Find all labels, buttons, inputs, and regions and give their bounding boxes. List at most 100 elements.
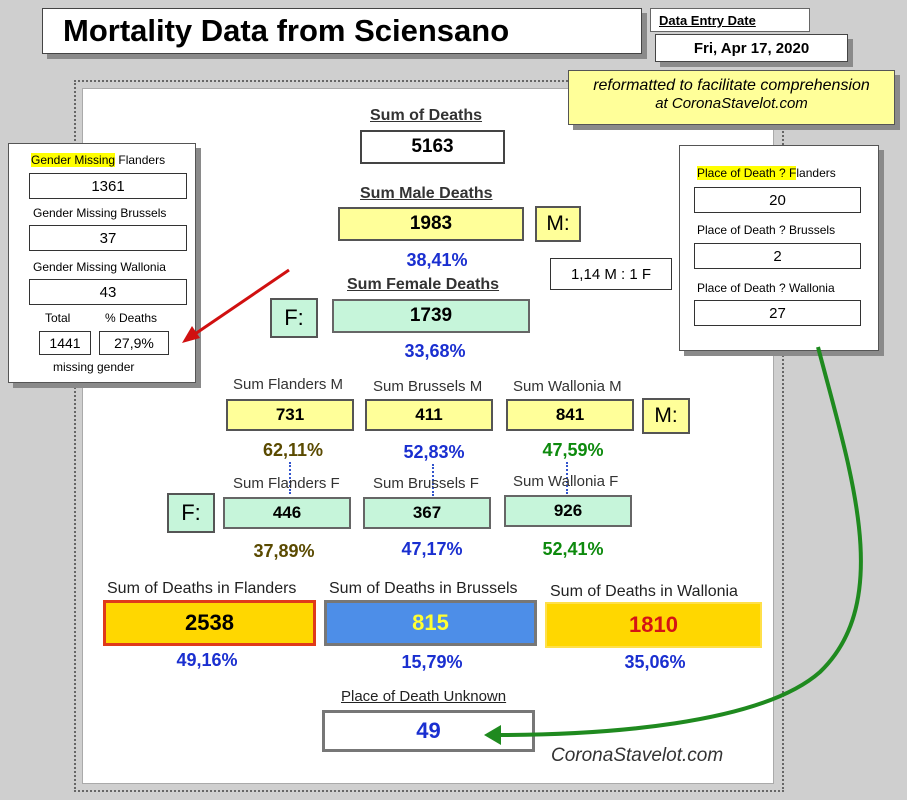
brussels-total-pct: 15,79% <box>401 652 463 672</box>
brussels-m-value: 411 <box>415 405 443 424</box>
flanders-total-box: 2538 <box>103 600 316 646</box>
brussels-f-pct: 47,17% <box>401 539 463 559</box>
note-line-2: at CoronaStavelot.com <box>655 95 808 112</box>
sum-deaths-label: Sum of Deaths <box>370 107 483 124</box>
wallonia-m-pct: 47,59% <box>542 440 604 460</box>
wallonia-f-pct: 52,41% <box>542 539 604 559</box>
male-label: Sum Male Deaths <box>360 185 493 202</box>
gm-footer: missing gender <box>53 360 135 374</box>
female-pct: 33,68% <box>404 341 466 361</box>
gm-total-box: 1441 <box>39 331 91 355</box>
wallonia-f-label: Sum Wallonia F <box>513 473 619 490</box>
pu-flanders-value: 20 <box>769 191 786 209</box>
brussels-total-label: Sum of Deaths in Brussels <box>329 580 518 597</box>
connector-brussels <box>432 464 434 496</box>
gm-pct-value: 27,9% <box>114 335 154 351</box>
regional-male-tag: M: <box>654 404 678 427</box>
flanders-f-box: 446 <box>223 497 351 529</box>
wallonia-m-label: Sum Wallonia M <box>513 378 622 395</box>
ratio-box: 1,14 M : 1 F <box>550 258 672 290</box>
wallonia-f-value: 926 <box>553 501 583 520</box>
gm-wallonia-value: 43 <box>99 283 117 301</box>
wallonia-total-value: 1810 <box>629 612 678 637</box>
male-tag-box: M: <box>535 206 581 242</box>
pu-flanders-label: Place of Death ? Flanders <box>697 166 836 180</box>
connector-flanders <box>289 462 291 494</box>
watermark: CoronaStavelot.com <box>551 745 724 766</box>
sum-deaths-value: 5163 <box>411 136 454 157</box>
pu-flanders-label-rest: landers <box>796 166 836 180</box>
flanders-m-label: Sum Flanders M <box>233 376 344 393</box>
note-box: reformatted to facilitate comprehension … <box>568 70 895 125</box>
gm-wallonia-box: 43 <box>29 279 187 305</box>
pu-brussels-label: Place of Death ? Brussels <box>697 223 836 237</box>
flanders-m-value: 731 <box>275 405 305 424</box>
place-unknown-regional-panel: Place of Death ? Flanders 20 Place of De… <box>679 145 879 351</box>
brussels-m-pct: 52,83% <box>403 442 465 462</box>
title-box: Mortality Data from Sciensano <box>42 8 642 54</box>
gm-flanders-value: 1361 <box>91 177 125 195</box>
brussels-m-box: 411 <box>365 399 493 431</box>
pu-wallonia-label: Place of Death ? Wallonia <box>697 281 835 295</box>
place-unknown-box: 49 <box>322 710 535 752</box>
brussels-f-value: 367 <box>412 503 442 522</box>
pu-flanders-label-hl: Place of Death ? F <box>697 166 797 180</box>
gm-brussels-value: 37 <box>99 229 117 247</box>
pu-flanders-box: 20 <box>694 187 861 213</box>
wallonia-total-box: 1810 <box>545 602 762 648</box>
place-unknown-value: 49 <box>416 718 441 743</box>
flanders-f-pct: 37,89% <box>253 541 315 561</box>
entry-date-label-box: Data Entry Date <box>650 8 810 32</box>
pu-brussels-box: 2 <box>694 243 861 269</box>
wallonia-m-value: 841 <box>555 405 585 424</box>
brussels-m-label: Sum Brussels M <box>373 378 483 395</box>
female-tag: F: <box>284 305 304 330</box>
gm-wallonia-label: Gender Missing Wallonia <box>33 260 166 274</box>
gender-missing-panel: Gender Missing Flanders 1361 Gender Miss… <box>8 143 196 383</box>
male-pct: 38,41% <box>406 250 468 270</box>
flanders-f-label: Sum Flanders F <box>233 475 340 492</box>
ratio-value: 1,14 M : 1 F <box>570 265 652 283</box>
wallonia-f-box: 926 <box>504 495 632 527</box>
flanders-total-label: Sum of Deaths in Flanders <box>107 580 297 597</box>
entry-date-value: Fri, Apr 17, 2020 <box>693 39 810 57</box>
page-title: Mortality Data from Sciensano <box>63 13 510 48</box>
gm-flanders-label-rest: Flanders <box>115 153 166 167</box>
brussels-f-box: 367 <box>363 497 491 529</box>
gm-pct-box: 27,9% <box>99 331 169 355</box>
regional-female-tag: F: <box>181 500 201 525</box>
regional-male-tag-box: M: <box>642 398 690 434</box>
wallonia-total-label: Sum of Deaths in Wallonia <box>550 583 738 600</box>
note-line-1: reformatted to facilitate comprehension <box>593 77 870 94</box>
entry-date-box: Fri, Apr 17, 2020 <box>655 34 848 62</box>
male-value: 1983 <box>409 213 453 234</box>
brussels-total-value: 815 <box>412 610 449 635</box>
pu-wallonia-box: 27 <box>694 300 861 326</box>
sum-deaths-box: 5163 <box>360 130 505 164</box>
pu-brussels-value: 2 <box>773 247 782 265</box>
gm-flanders-label: Gender Missing Flanders <box>31 153 165 167</box>
gm-brussels-box: 37 <box>29 225 187 251</box>
flanders-total-value: 2538 <box>185 610 234 635</box>
gm-total-label: Total <box>45 311 71 325</box>
gm-total-value: 1441 <box>49 335 81 351</box>
wallonia-m-box: 841 <box>506 399 634 431</box>
female-value: 1739 <box>409 305 453 326</box>
flanders-m-box: 731 <box>226 399 354 431</box>
male-tag: M: <box>546 212 570 235</box>
regional-female-tag-box: F: <box>167 493 215 533</box>
flanders-f-value: 446 <box>272 503 302 522</box>
gm-pct-label: % Deaths <box>105 311 158 325</box>
entry-date-label: Data Entry Date <box>659 13 756 28</box>
brussels-total-box: 815 <box>324 600 537 646</box>
male-box: 1983 <box>338 207 524 241</box>
place-unknown-label: Place of Death Unknown <box>341 688 507 705</box>
flanders-m-pct: 62,11% <box>262 440 324 460</box>
female-box: 1739 <box>332 299 530 333</box>
brussels-f-label: Sum Brussels F <box>373 475 479 492</box>
gm-brussels-label: Gender Missing Brussels <box>33 206 167 220</box>
female-label: Sum Female Deaths <box>347 276 500 293</box>
pu-wallonia-value: 27 <box>769 304 786 322</box>
flanders-total-pct: 49,16% <box>176 650 238 670</box>
female-tag-box: F: <box>270 298 318 338</box>
